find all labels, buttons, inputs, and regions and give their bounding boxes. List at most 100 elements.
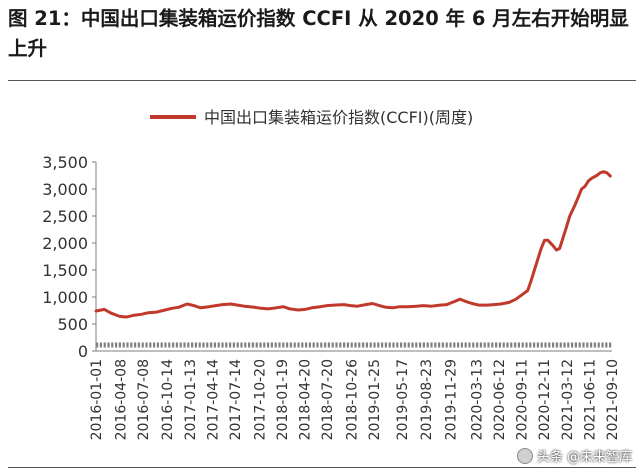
data-point [587, 180, 590, 182]
x-tick-label: 2020-03-13 [469, 359, 485, 440]
x-tick-label: 2019-01-25 [367, 359, 383, 440]
y-tick-label: 2,500 [42, 207, 88, 226]
data-point [499, 303, 502, 305]
data-point [186, 303, 188, 305]
x-tick-label: 2020-06-12 [492, 359, 508, 440]
data-point [297, 309, 300, 311]
data-point [445, 303, 448, 306]
data-point [430, 305, 433, 308]
data-point [596, 174, 598, 177]
y-tick-label: 3,000 [42, 180, 88, 199]
data-point [193, 304, 195, 307]
data-point [552, 244, 554, 247]
data-point [356, 305, 359, 308]
data-point [221, 303, 224, 306]
x-tick-label: 2020-12-11 [537, 359, 553, 440]
data-point [349, 304, 352, 307]
data-point [599, 172, 601, 174]
data-point [230, 303, 232, 305]
x-tick-label: 2021-09-10 [605, 359, 621, 440]
data-point [260, 307, 263, 310]
data-point [515, 298, 517, 301]
x-tick-label: 2018-04-20 [297, 359, 313, 440]
data-point [530, 280, 532, 282]
data-point [343, 303, 345, 306]
x-tick-label: 2021-06-11 [582, 359, 598, 440]
data-point [486, 304, 489, 306]
data-point [118, 315, 121, 318]
x-tick-label: 2017-07-14 [228, 359, 244, 440]
data-point [464, 300, 467, 303]
data-point [147, 311, 150, 314]
data-point [110, 312, 112, 315]
data-point [289, 308, 291, 310]
data-point [580, 188, 583, 190]
data-point [609, 175, 612, 177]
data-point [311, 307, 313, 309]
data-point [171, 307, 173, 310]
data-point [398, 305, 401, 308]
data-point [591, 177, 593, 179]
data-point [478, 304, 480, 306]
x-tick-label: 2018-01-19 [275, 359, 291, 440]
data-point [508, 301, 510, 304]
x-tick-label: 2016-04-08 [113, 359, 129, 440]
data-point [584, 185, 586, 188]
data-point [392, 307, 394, 309]
x-tick-label: 2016-07-08 [136, 359, 152, 440]
data-point [319, 305, 322, 308]
data-point [267, 308, 269, 310]
data-point [140, 313, 143, 316]
x-tick-label: 2019-08-23 [419, 359, 435, 440]
data-point [422, 304, 424, 307]
y-tick-label: 3,500 [42, 153, 88, 172]
data-point [214, 304, 217, 307]
watermark: 头条 @未来智库 [516, 446, 632, 465]
x-tick-label: 2019-05-17 [395, 359, 411, 440]
x-tick-label: 2017-10-20 [252, 359, 268, 440]
data-point [415, 305, 418, 308]
data-point [558, 247, 561, 250]
data-point [164, 309, 166, 311]
legend-label: 中国出口集装箱运价指数(CCFI)(周度) [204, 108, 473, 127]
data-point [177, 306, 180, 309]
data-point [540, 247, 542, 250]
data-point [155, 311, 158, 313]
data-point [439, 304, 441, 306]
x-tick-label: 2016-10-14 [160, 359, 176, 440]
data-point [533, 269, 536, 271]
data-point [282, 305, 285, 308]
series-layer [94, 170, 612, 319]
data-point [574, 204, 576, 206]
data-point [471, 302, 473, 305]
data-point [602, 170, 605, 173]
x-tick-label: 2019-11-29 [443, 359, 459, 440]
data-point [526, 289, 529, 292]
data-point [493, 303, 495, 306]
data-point [537, 258, 539, 261]
y-tick-label: 500 [57, 315, 88, 334]
data-point [407, 305, 409, 308]
data-point [606, 172, 608, 174]
x-tick-label: 2017-01-13 [183, 359, 199, 440]
data-point [577, 196, 580, 198]
data-point [521, 293, 524, 296]
y-tick-label: 1,500 [42, 261, 88, 280]
data-point [333, 304, 335, 306]
data-point [565, 226, 568, 228]
data-point [452, 301, 455, 303]
data-point [371, 302, 374, 305]
x-tick-label: 2020-09-11 [515, 359, 531, 440]
x-axis: 2016-01-01 2016-04-08 2016-07-08 2016-10-14… [89, 342, 621, 440]
data-point [275, 307, 278, 309]
data-point [125, 316, 128, 318]
x-tick-label: 2021-03-12 [560, 359, 576, 440]
data-point [243, 305, 246, 308]
data-point [253, 306, 256, 309]
bottom-divider [8, 467, 636, 468]
data-point [208, 305, 210, 308]
data-point [543, 239, 546, 242]
watermark-logo-icon [516, 447, 533, 464]
data-point [326, 304, 328, 307]
